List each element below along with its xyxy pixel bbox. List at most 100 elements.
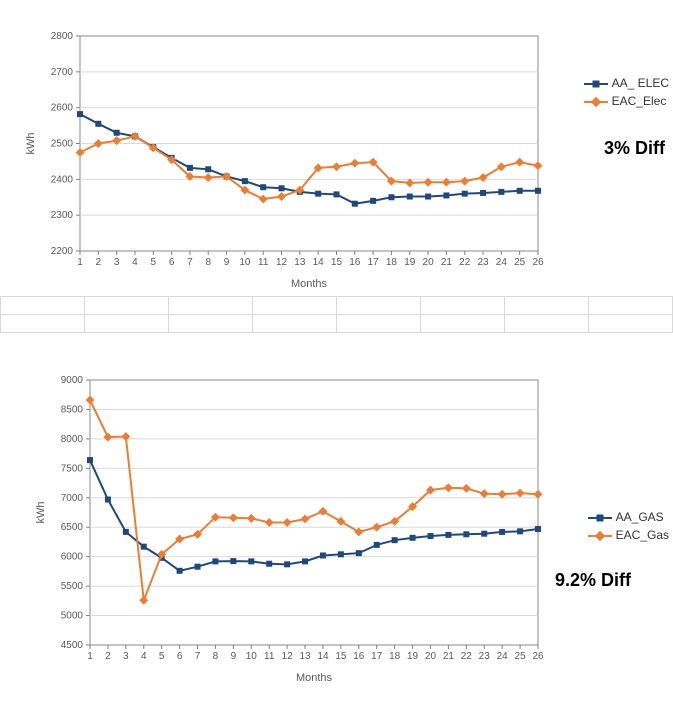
legend-item: EAC_Gas <box>588 528 669 542</box>
legend-label: EAC_Gas <box>616 528 669 542</box>
svg-text:8000: 8000 <box>61 434 84 445</box>
elec-chart: 2200230024002500260027002800123456789101… <box>0 6 673 296</box>
svg-text:18: 18 <box>389 651 401 662</box>
svg-text:13: 13 <box>294 257 306 268</box>
svg-text:8: 8 <box>205 257 211 268</box>
svg-text:7000: 7000 <box>61 493 84 504</box>
svg-text:17: 17 <box>368 257 380 268</box>
page: 2200230024002500260027002800123456789101… <box>0 0 673 714</box>
legend-item: EAC_Elec <box>584 94 669 108</box>
legend-label: AA_GAS <box>616 510 664 524</box>
svg-text:15: 15 <box>331 257 343 268</box>
elec-diff-label: 3% Diff <box>604 138 665 159</box>
svg-text:1: 1 <box>87 651 93 662</box>
separator-grid <box>0 296 673 332</box>
svg-text:19: 19 <box>404 257 416 268</box>
legend-swatch <box>584 78 608 88</box>
svg-text:6: 6 <box>169 257 175 268</box>
gas-chart-svg: 4500 5000 5500 6000 6500 7000 7500 8000 8500 9000… <box>0 350 548 698</box>
elec-legend: AA_ ELEC EAC_Elec <box>584 76 669 112</box>
legend-item: AA_ ELEC <box>584 76 669 90</box>
svg-text:7500: 7500 <box>61 463 84 474</box>
grid-vline <box>252 296 253 332</box>
svg-text:23: 23 <box>477 257 489 268</box>
svg-text:10: 10 <box>239 257 251 268</box>
legend-label: EAC_Elec <box>612 94 667 108</box>
svg-text:4500: 4500 <box>61 640 84 651</box>
gas-diff-label: 9.2% Diff <box>555 570 665 591</box>
svg-text:9: 9 <box>231 651 237 662</box>
svg-text:2500: 2500 <box>51 139 74 150</box>
svg-text:2400: 2400 <box>51 174 74 185</box>
svg-text:26: 26 <box>532 651 544 662</box>
svg-text:7: 7 <box>195 651 201 662</box>
svg-text:kWh: kWh <box>35 502 47 524</box>
svg-text:21: 21 <box>443 651 455 662</box>
svg-text:9000: 9000 <box>61 375 84 386</box>
svg-text:8500: 8500 <box>61 404 84 415</box>
svg-text:2700: 2700 <box>51 67 74 78</box>
legend-swatch <box>588 530 612 540</box>
svg-text:16: 16 <box>349 257 361 268</box>
svg-text:22: 22 <box>459 257 471 268</box>
svg-text:6: 6 <box>177 651 183 662</box>
svg-text:16: 16 <box>353 651 365 662</box>
svg-text:2600: 2600 <box>51 103 74 114</box>
svg-text:6000: 6000 <box>61 552 84 563</box>
svg-text:13: 13 <box>299 651 311 662</box>
svg-text:4: 4 <box>132 257 138 268</box>
svg-text:26: 26 <box>532 257 544 268</box>
gas-chart: 4500 5000 5500 6000 6500 7000 7500 8000 8500 9000… <box>0 350 673 698</box>
svg-text:19: 19 <box>407 651 419 662</box>
svg-text:kWh: kWh <box>25 133 37 155</box>
svg-text:24: 24 <box>497 651 509 662</box>
elec-chart-svg: 2200230024002500260027002800123456789101… <box>0 6 548 296</box>
svg-text:7: 7 <box>187 257 193 268</box>
svg-text:6500: 6500 <box>61 522 84 533</box>
svg-text:2300: 2300 <box>51 210 74 221</box>
svg-text:2: 2 <box>96 257 102 268</box>
legend-item: AA_GAS <box>588 510 669 524</box>
svg-text:4: 4 <box>141 651 147 662</box>
legend-label: AA_ ELEC <box>612 76 669 90</box>
svg-text:Months: Months <box>291 278 328 290</box>
grid-vline <box>84 296 85 332</box>
svg-text:20: 20 <box>425 651 437 662</box>
svg-text:25: 25 <box>515 651 527 662</box>
svg-text:1: 1 <box>77 257 83 268</box>
grid-vline <box>168 296 169 332</box>
gas-legend: AA_GAS EAC_Gas <box>588 510 669 546</box>
svg-text:15: 15 <box>335 651 347 662</box>
grid-vline <box>336 296 337 332</box>
svg-text:18: 18 <box>386 257 398 268</box>
svg-text:2: 2 <box>105 651 111 662</box>
svg-text:12: 12 <box>276 257 288 268</box>
svg-text:2800: 2800 <box>51 31 74 42</box>
grid-vline <box>0 296 1 332</box>
svg-text:20: 20 <box>423 257 435 268</box>
legend-swatch <box>584 96 608 106</box>
svg-text:14: 14 <box>317 651 329 662</box>
svg-text:22: 22 <box>461 651 473 662</box>
svg-text:2200: 2200 <box>51 246 74 257</box>
svg-text:25: 25 <box>514 257 526 268</box>
svg-text:23: 23 <box>479 651 491 662</box>
legend-swatch <box>588 512 612 522</box>
svg-text:17: 17 <box>371 651 383 662</box>
svg-text:8: 8 <box>213 651 219 662</box>
svg-text:24: 24 <box>496 257 508 268</box>
grid-vline <box>420 296 421 332</box>
svg-text:11: 11 <box>264 651 275 662</box>
svg-text:5: 5 <box>150 257 156 268</box>
svg-text:9: 9 <box>224 257 230 268</box>
svg-text:5000: 5000 <box>61 611 84 622</box>
grid-hline <box>0 332 673 333</box>
grid-vline <box>588 296 589 332</box>
svg-text:5500: 5500 <box>61 581 84 592</box>
svg-text:14: 14 <box>313 257 325 268</box>
svg-text:12: 12 <box>282 651 294 662</box>
svg-text:3: 3 <box>114 257 120 268</box>
svg-text:11: 11 <box>258 257 269 268</box>
svg-text:3: 3 <box>123 651 129 662</box>
grid-vline <box>504 296 505 332</box>
